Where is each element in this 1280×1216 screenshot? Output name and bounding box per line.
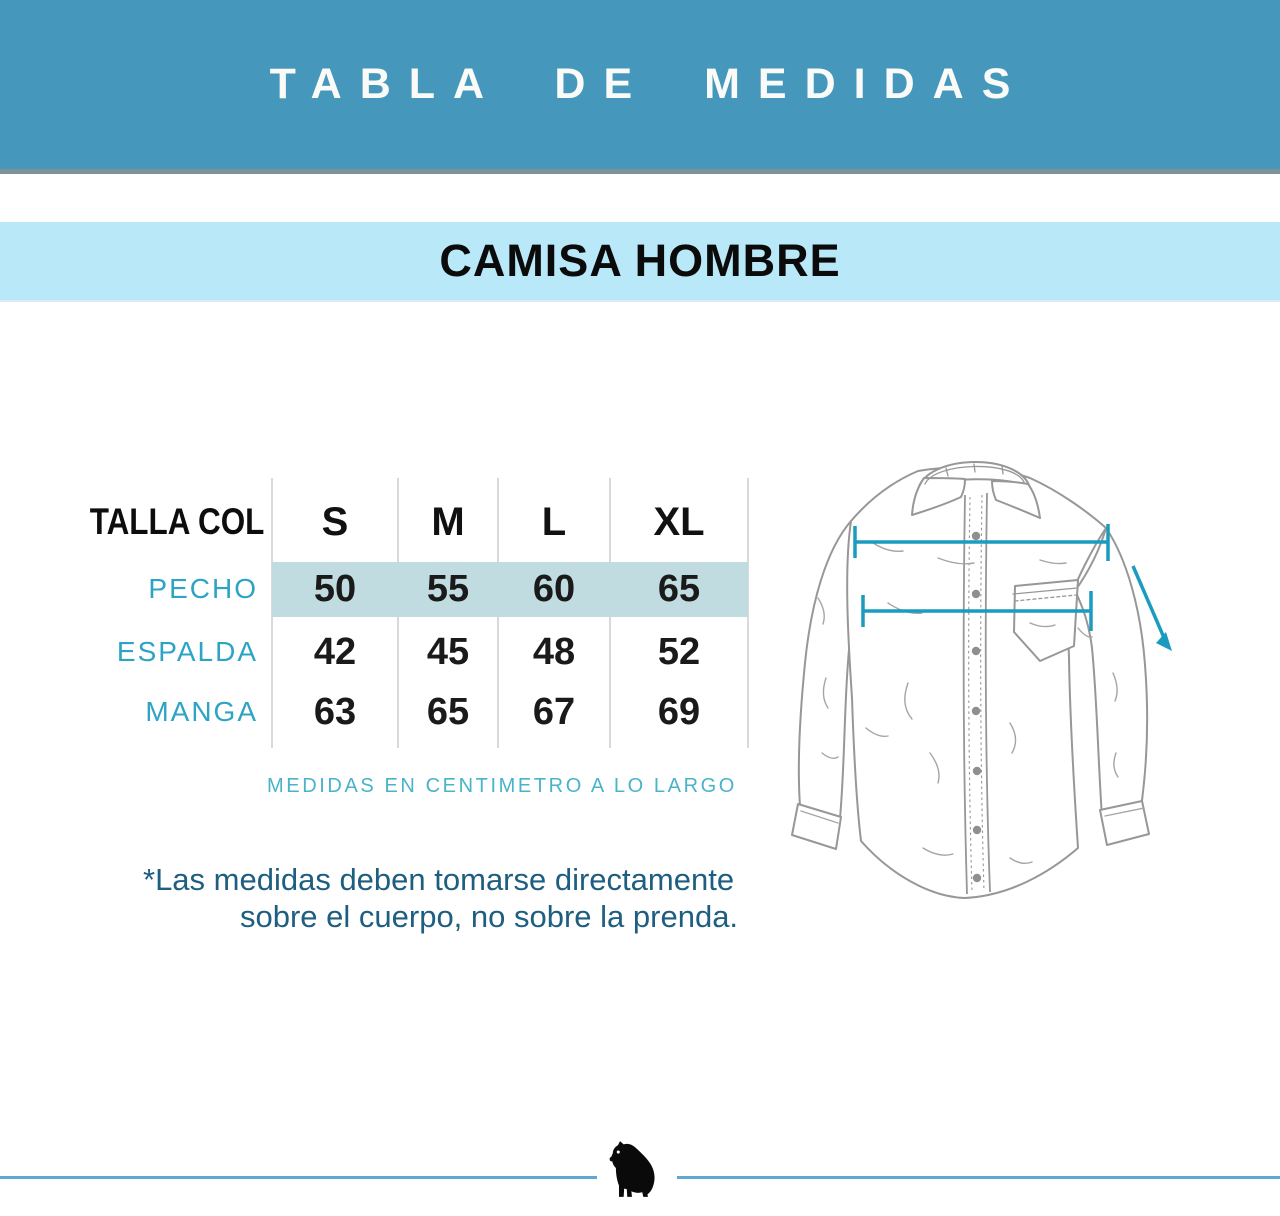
table-cell: 60 <box>532 568 576 610</box>
disclaimer-line-1: *Las medidas deben tomarse directamente <box>143 862 735 897</box>
shirt-right-cuff <box>1099 800 1150 846</box>
brand-logo <box>598 1139 670 1199</box>
row-label-pecho: PECHO <box>148 573 258 604</box>
shirt-buttons <box>971 531 982 883</box>
table-corner-label: TALLA COL <box>89 501 265 542</box>
table-cell: 63 <box>313 691 357 733</box>
sleeve-arrow-head <box>1156 632 1172 651</box>
table-cell: 65 <box>426 691 470 733</box>
shirt-illustration <box>778 418 1202 923</box>
table-cell: 45 <box>426 631 470 673</box>
table-cell: 50 <box>313 568 357 610</box>
table-cell: 65 <box>657 568 701 610</box>
shirt-collar-left-flap <box>911 477 966 516</box>
units-note: MEDIDAS EN CENTIMETRO A LO LARGO <box>267 775 737 797</box>
disclaimer-line-2: sobre el cuerpo, no sobre la prenda. <box>240 899 739 934</box>
header-banner: TABLA DE MEDIDAS <box>0 0 1280 174</box>
highlight-band-pecho <box>272 562 748 617</box>
sleeve-measure-arrow <box>1131 565 1167 641</box>
footer-divider-left <box>0 1176 597 1179</box>
product-title: CAMISA HOMBRE <box>439 235 841 286</box>
footer-divider-right <box>677 1176 1280 1179</box>
capybara-icon <box>609 1141 655 1197</box>
page-title: TABLA DE MEDIDAS <box>269 60 1029 108</box>
table-cell: 55 <box>426 568 470 610</box>
table-cell: 48 <box>532 631 576 673</box>
size-column-xl: XL <box>653 500 705 544</box>
table-grid-line <box>747 478 749 748</box>
size-column-s: S <box>321 500 349 544</box>
table-cell: 69 <box>657 691 701 733</box>
table-cell: 42 <box>313 631 357 673</box>
size-column-m: M <box>431 500 465 544</box>
shirt-collar-right-flap <box>991 480 1041 519</box>
shirt-sketch-svg <box>791 461 1172 899</box>
row-label-manga: MANGA <box>145 696 258 727</box>
shirt-pocket <box>1013 579 1079 662</box>
shirt-left-cuff <box>791 803 842 850</box>
row-label-espalda: ESPALDA <box>116 636 258 667</box>
product-banner: CAMISA HOMBRE <box>0 222 1280 302</box>
size-column-l: L <box>541 500 567 544</box>
table-cell: 52 <box>657 631 701 673</box>
table-cell: 67 <box>532 691 576 733</box>
